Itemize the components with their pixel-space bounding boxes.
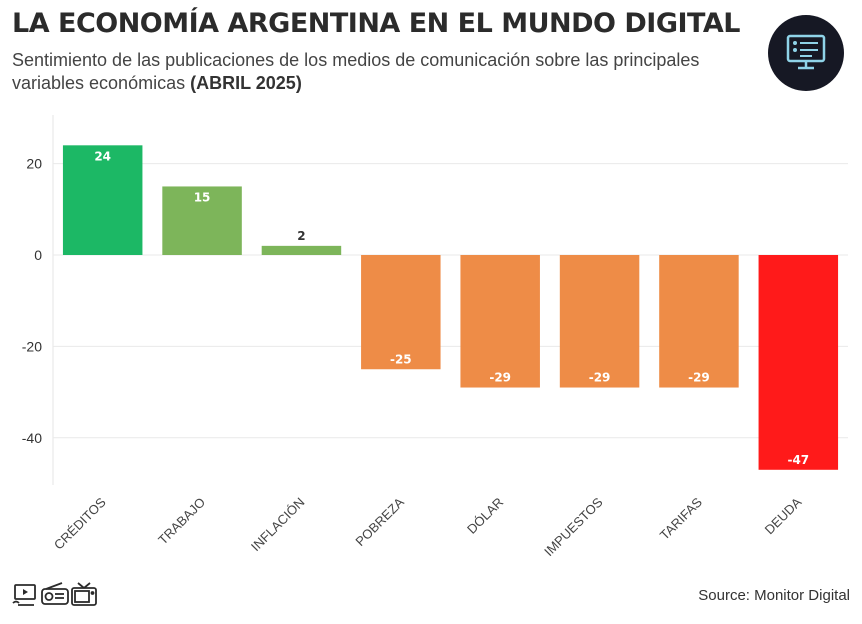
bar	[659, 255, 739, 388]
bar	[559, 255, 640, 388]
television-icon	[71, 582, 97, 606]
x-tick-label: TARIFAS	[657, 494, 705, 542]
bar	[460, 255, 540, 388]
bar	[361, 255, 441, 370]
tv-broadcast-icon	[12, 584, 36, 606]
x-tick-label: TRABAJO	[155, 495, 208, 548]
y-tick-label: -40	[22, 430, 42, 446]
x-tick-label: INFLACIÓN	[248, 495, 308, 555]
monitor-digital-logo	[768, 15, 844, 91]
data-label: -29	[589, 371, 611, 385]
data-label: -29	[688, 371, 710, 385]
data-label: -29	[489, 371, 511, 385]
data-label: 15	[194, 190, 211, 204]
data-label: 2	[297, 229, 305, 243]
x-tick-label: POBREZA	[352, 494, 407, 549]
media-icons	[12, 581, 102, 612]
bar	[758, 255, 839, 470]
x-tick-label: DÓLAR	[464, 495, 506, 537]
bar-chart: 20 0 -20 -40 24 CRÉDITOS 15 TRABAJO 2 INFLACIÓN -2…	[22, 115, 848, 559]
radio-icon	[41, 582, 69, 605]
data-label: -25	[390, 352, 412, 366]
y-tick-label: 0	[34, 247, 42, 263]
chart-subtitle: Sentimiento de las publicaciones de los …	[12, 49, 732, 95]
chart-title: LA ECONOMÍA ARGENTINA EN EL MUNDO DIGITA…	[12, 8, 740, 39]
bar	[162, 186, 242, 255]
subtitle-period: (ABRIL 2025)	[190, 73, 302, 93]
monitor-dashboard-icon	[786, 34, 826, 70]
y-tick-label: 20	[26, 156, 42, 172]
data-label: 24	[94, 149, 111, 163]
data-label: -47	[787, 453, 809, 467]
x-tick-label: CRÉDITOS	[51, 494, 109, 552]
y-tick-label: -20	[22, 338, 42, 354]
source-note: Source: Monitor Digital	[698, 587, 850, 604]
x-tick-label: IMPUESTOS	[541, 494, 606, 559]
subtitle-text: Sentimiento de las publicaciones de los …	[12, 50, 700, 93]
bar	[261, 245, 342, 255]
bar	[62, 145, 143, 255]
x-tick-label: DEUDA	[762, 494, 805, 537]
